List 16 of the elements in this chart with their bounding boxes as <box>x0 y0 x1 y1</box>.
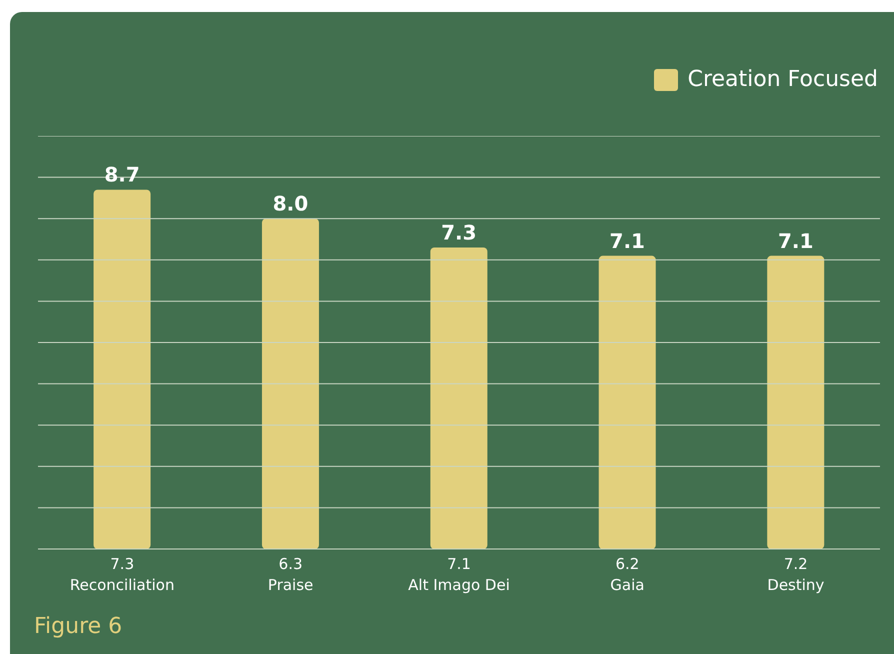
legend-label: Creation Focused <box>688 67 878 92</box>
x-tick-label: 7.2 Destiny <box>767 555 824 594</box>
data-label: 7.1 <box>610 228 645 253</box>
x-tick-label: 6.3 Praise <box>268 555 314 594</box>
bar <box>94 190 151 549</box>
bar <box>767 256 824 549</box>
bar <box>430 248 488 549</box>
data-label: 7.3 <box>441 220 477 245</box>
data-label: 8.0 <box>272 192 308 216</box>
x-tick-label: 6.2 Gaia <box>610 555 644 594</box>
x-tick-label: 7.1 Alt Imago Dei <box>408 555 510 594</box>
x-tick-label: 7.3 Reconciliation <box>70 555 174 594</box>
bar <box>598 256 656 549</box>
data-label: 7.1 <box>778 228 814 253</box>
caption: Figure 6 <box>34 614 122 639</box>
bar <box>262 218 319 549</box>
